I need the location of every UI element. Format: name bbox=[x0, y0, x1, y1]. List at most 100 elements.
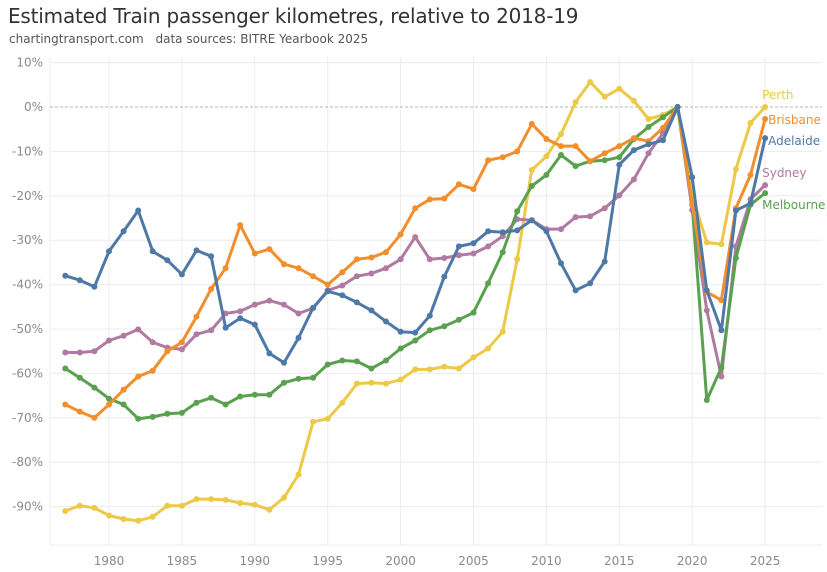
data-point-sydney bbox=[237, 308, 244, 315]
data-point-adelaide bbox=[397, 328, 404, 335]
data-point-melbourne bbox=[543, 171, 550, 178]
data-point-adelaide bbox=[485, 228, 492, 235]
data-point-brisbane bbox=[689, 201, 696, 208]
data-point-sydney bbox=[762, 182, 769, 189]
data-point-brisbane bbox=[601, 150, 608, 157]
data-point-brisbane bbox=[455, 181, 462, 188]
data-point-adelaide bbox=[164, 257, 171, 264]
data-point-brisbane bbox=[353, 256, 360, 263]
data-point-adelaide bbox=[266, 350, 273, 357]
data-point-brisbane bbox=[747, 171, 754, 178]
x-tick-label: 1985 bbox=[167, 554, 198, 568]
data-point-adelaide bbox=[237, 315, 244, 322]
data-point-perth bbox=[762, 104, 769, 110]
data-point-perth bbox=[295, 471, 302, 478]
data-point-adelaide bbox=[281, 359, 287, 366]
data-point-adelaide bbox=[208, 253, 215, 260]
y-tick-label: -40% bbox=[12, 278, 43, 292]
data-point-adelaide bbox=[572, 287, 579, 294]
data-point-sydney bbox=[266, 297, 273, 304]
data-point-sydney bbox=[426, 256, 433, 263]
chart-title: Estimated Train passenger kilometres, re… bbox=[8, 4, 579, 28]
data-point-sydney bbox=[339, 282, 346, 289]
data-point-melbourne bbox=[470, 309, 477, 316]
data-point-brisbane bbox=[135, 373, 142, 380]
data-point-sydney bbox=[616, 192, 623, 199]
data-point-brisbane bbox=[630, 135, 637, 142]
data-point-sydney bbox=[193, 331, 200, 338]
data-point-perth bbox=[485, 345, 492, 352]
series-label-perth: Perth bbox=[762, 88, 793, 102]
data-point-brisbane bbox=[266, 246, 273, 253]
data-point-sydney bbox=[558, 226, 564, 233]
data-point-adelaide bbox=[762, 135, 769, 142]
data-point-melbourne bbox=[762, 190, 769, 197]
series-label-brisbane: Brisbane bbox=[768, 113, 821, 127]
data-point-adelaide bbox=[120, 228, 127, 235]
data-point-adelaide bbox=[660, 137, 666, 144]
y-tick-label: 0% bbox=[24, 100, 43, 114]
series-sydney bbox=[62, 104, 769, 380]
series-brisbane bbox=[62, 104, 769, 421]
y-tick-label: -80% bbox=[12, 455, 43, 469]
x-tick-label: 2015 bbox=[604, 554, 635, 568]
data-point-adelaide bbox=[222, 324, 229, 331]
data-point-adelaide bbox=[674, 104, 681, 110]
data-point-brisbane bbox=[193, 313, 200, 320]
data-point-sydney bbox=[412, 234, 419, 241]
data-point-perth bbox=[208, 496, 215, 503]
data-point-adelaide bbox=[455, 243, 462, 250]
data-point-melbourne bbox=[193, 399, 200, 406]
data-point-adelaide bbox=[135, 207, 142, 214]
data-point-adelaide bbox=[412, 329, 419, 336]
data-point-perth bbox=[76, 502, 83, 509]
data-point-sydney bbox=[251, 301, 258, 308]
data-point-brisbane bbox=[324, 281, 331, 288]
data-point-adelaide bbox=[528, 217, 535, 224]
data-point-melbourne bbox=[62, 365, 69, 372]
data-point-perth bbox=[339, 399, 346, 406]
data-point-brisbane bbox=[295, 265, 302, 272]
data-point-melbourne bbox=[383, 357, 389, 364]
data-point-brisbane bbox=[164, 348, 171, 355]
data-point-perth bbox=[558, 131, 564, 138]
data-point-adelaide bbox=[193, 247, 200, 254]
data-point-sydney bbox=[368, 270, 375, 277]
data-point-sydney bbox=[149, 339, 156, 346]
data-point-perth bbox=[324, 415, 331, 422]
data-point-adelaide bbox=[295, 334, 302, 341]
data-point-brisbane bbox=[397, 231, 404, 238]
data-point-adelaide bbox=[149, 248, 156, 255]
x-tick-label: 1995 bbox=[312, 554, 343, 568]
data-point-brisbane bbox=[718, 297, 725, 304]
data-point-brisbane bbox=[383, 249, 389, 256]
data-point-perth bbox=[587, 79, 594, 86]
series-label-melbourne: Melbourne bbox=[762, 198, 825, 212]
data-point-sydney bbox=[470, 250, 477, 257]
data-point-melbourne bbox=[572, 163, 579, 170]
data-point-brisbane bbox=[485, 157, 492, 164]
data-point-sydney bbox=[106, 337, 112, 344]
data-point-adelaide bbox=[324, 288, 331, 295]
y-tick-label: -70% bbox=[12, 411, 43, 425]
data-point-melbourne bbox=[266, 391, 273, 398]
data-point-brisbane bbox=[587, 158, 594, 165]
data-point-sydney bbox=[397, 256, 404, 263]
data-point-perth bbox=[164, 502, 171, 509]
data-point-melbourne bbox=[310, 374, 317, 381]
series-label-sydney: Sydney bbox=[762, 166, 806, 180]
data-point-perth bbox=[237, 500, 244, 506]
data-point-sydney bbox=[703, 307, 710, 314]
data-point-melbourne bbox=[353, 358, 360, 365]
data-point-adelaide bbox=[426, 312, 433, 319]
chart-subtitle: chartingtransport.com data sources: BITR… bbox=[9, 32, 376, 46]
data-point-adelaide bbox=[747, 200, 754, 207]
data-point-brisbane bbox=[310, 273, 317, 280]
data-point-sydney bbox=[383, 265, 389, 272]
data-point-sydney bbox=[135, 326, 142, 333]
data-point-melbourne bbox=[558, 152, 564, 158]
data-point-melbourne bbox=[339, 357, 346, 364]
data-point-perth bbox=[645, 116, 652, 122]
data-point-sydney bbox=[178, 346, 185, 353]
data-point-brisbane bbox=[222, 265, 229, 272]
